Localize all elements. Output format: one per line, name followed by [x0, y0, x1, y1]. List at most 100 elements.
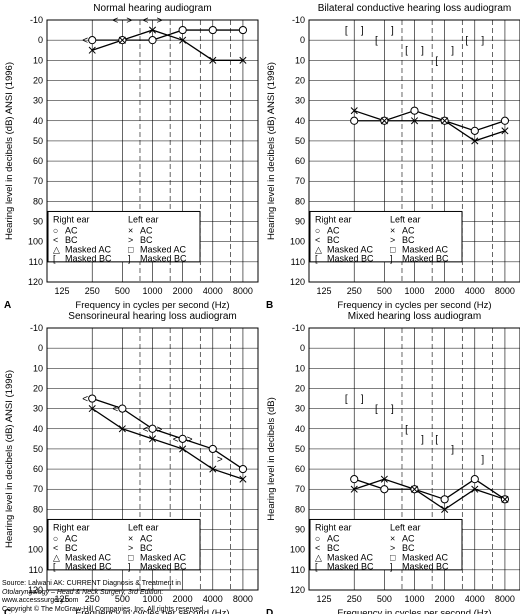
legend-label: Masked AC	[327, 552, 374, 562]
legend-title-left: Left ear	[390, 214, 421, 224]
left-ac-point	[350, 485, 358, 493]
y-axis-label: Hearing level in decibels (dB) ANSI (199…	[266, 62, 277, 240]
y-tick-label: 40	[33, 116, 43, 126]
legend-symbol: ○	[53, 225, 58, 235]
legend-symbol: ○	[53, 533, 58, 543]
x-tick-label: 500	[115, 594, 130, 604]
left-bc-point: >	[157, 16, 163, 27]
right-ac-line	[354, 110, 506, 132]
right-ac-point	[148, 424, 157, 433]
legend-symbol: [	[53, 254, 56, 264]
y-tick-label: -10	[30, 323, 43, 333]
x-tick-label: 2000	[435, 594, 455, 604]
y-tick-label: 10	[33, 363, 43, 373]
y-axis-label: Hearing level in decibels (dB) ANSI (199…	[4, 62, 15, 240]
x-tick-label: 500	[377, 594, 392, 604]
y-axis-label: Hearing level in decibels (dB) ANSI (199…	[4, 370, 15, 548]
left-ac-point	[380, 475, 388, 483]
legend-symbol: >	[390, 235, 395, 245]
right-ac-point	[470, 475, 479, 484]
x-tick-label: 8000	[233, 594, 253, 604]
x-tick-label: 500	[377, 286, 392, 296]
left-ac-line	[91, 408, 244, 480]
x-tick-label: 8000	[233, 286, 253, 296]
y-tick-label: 20	[295, 383, 305, 393]
legend-box	[47, 210, 201, 263]
left-bc-point: >	[187, 434, 193, 445]
left-masked-bc-point: ]	[451, 444, 454, 455]
legend-symbol: □	[128, 244, 134, 254]
legend-symbol: <	[53, 235, 58, 245]
left-ac-point	[501, 495, 509, 503]
y-tick-label: 80	[295, 504, 305, 514]
left-ac-point	[410, 485, 419, 493]
right-ac-point	[470, 126, 479, 135]
y-tick-label: 110	[29, 257, 43, 267]
left-ac-point	[148, 435, 157, 443]
x-tick-label: 4000	[203, 286, 223, 296]
source-line-2: Otolaryngology – Head & Neck Surgery, 3r…	[2, 588, 164, 596]
legend-title-left: Left ear	[390, 522, 421, 532]
x-tick-label: 4000	[203, 594, 223, 604]
y-tick-label: 50	[295, 444, 305, 454]
x-tick-label: 125	[317, 286, 332, 296]
legend-symbol: >	[390, 543, 395, 553]
legend-box	[309, 518, 463, 571]
x-tick-label: 2000	[173, 286, 193, 296]
legend-label: Masked AC	[65, 552, 112, 562]
right-ac-point	[178, 25, 187, 35]
right-bc-point: <	[82, 36, 88, 47]
left-masked-bc-point: ]	[451, 46, 454, 57]
panel-letter: A	[4, 300, 11, 311]
y-tick-label: 90	[33, 217, 43, 227]
panel-b: Bilateral conductive hearing loss audiog…	[266, 3, 520, 311]
y-tick-label: 120	[28, 277, 43, 287]
panel-c: Sensorineural hearing loss audiogram -10 0…	[4, 311, 259, 614]
legend-label: AC	[402, 225, 415, 235]
legend-symbol: □	[128, 552, 134, 562]
right-masked-bc-point: [	[345, 26, 348, 37]
x-tick-label: 125	[55, 594, 70, 604]
y-tick-label: 0	[38, 35, 43, 45]
legend-label: BC	[65, 543, 78, 553]
x-axis-label: Frequency in cycles per second (Hz)	[337, 608, 491, 614]
left-ac-point	[209, 56, 217, 64]
legend-label: Masked AC	[65, 244, 112, 254]
right-masked-bc-point: [	[405, 424, 408, 435]
left-ac-point	[441, 117, 449, 125]
right-ac-point	[410, 106, 419, 115]
legend-label: AC	[65, 533, 78, 543]
left-bc-point: >	[126, 16, 132, 27]
y-tick-label: 20	[33, 75, 43, 85]
y-tick-label: 30	[33, 96, 43, 106]
legend-box	[309, 210, 463, 263]
legend-symbol: □	[390, 244, 396, 254]
y-tick-label: 60	[33, 156, 43, 166]
legend-symbol: △	[315, 244, 322, 254]
y-tick-label: 60	[295, 156, 305, 166]
right-ac-point	[440, 495, 449, 504]
legend-label: Masked BC	[327, 562, 374, 572]
y-tick-label: 80	[295, 196, 305, 206]
y-tick-label: -10	[30, 15, 43, 25]
left-ac-point	[410, 117, 419, 125]
right-ac-line	[92, 397, 244, 470]
x-tick-label: 250	[85, 286, 100, 296]
legend-title-left: Left ear	[128, 522, 159, 532]
y-tick-label: 70	[33, 176, 43, 186]
y-tick-label: -10	[292, 15, 305, 25]
y-tick-label: 110	[291, 257, 305, 267]
y-tick-label: 50	[33, 136, 43, 146]
y-tick-label: 30	[295, 96, 305, 106]
legend: Right ear Left ear ○ AC < BC △ Masked AC [Masked…	[309, 518, 463, 572]
x-tick-label: 4000	[465, 594, 485, 604]
x-tick-label: 250	[347, 594, 362, 604]
y-tick-label: 50	[295, 136, 305, 146]
x-tick-label: 125	[55, 286, 70, 296]
y-tick-label: 10	[295, 363, 305, 373]
y-tick-label: -10	[292, 323, 305, 333]
left-ac-point	[239, 475, 247, 483]
left-masked-bc-point: ]	[481, 36, 484, 47]
left-masked-bc-point: ]	[481, 455, 484, 466]
legend-symbol: <	[53, 543, 58, 553]
